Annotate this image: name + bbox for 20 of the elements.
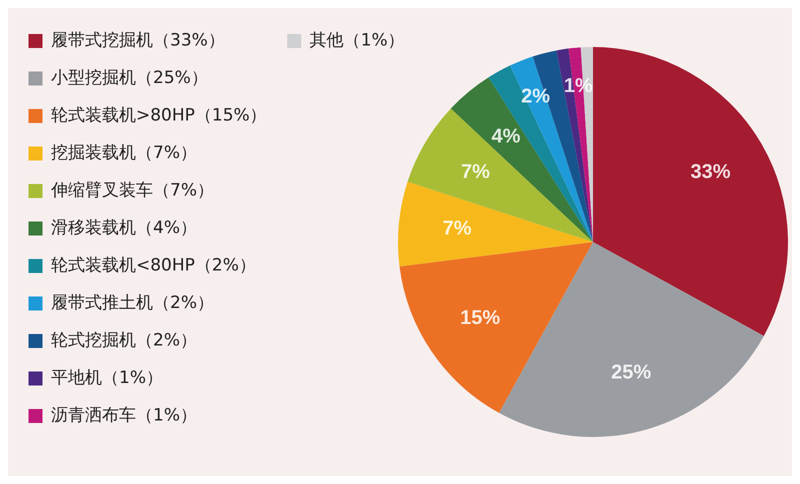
data-label: 7% xyxy=(442,218,472,240)
data-label: 4% xyxy=(492,125,521,148)
legend-label: 滑移装载机（4%） xyxy=(51,218,197,238)
legend-label: 沥青洒布车（1%） xyxy=(51,405,197,426)
data-label: 15% xyxy=(460,307,500,330)
data-label: 25% xyxy=(611,362,652,384)
legend-label: 伸缩臂叉装车（7%） xyxy=(50,180,214,200)
legend-label: 挖掘装载机（7%） xyxy=(51,142,197,163)
legend-label: 履带式推土机（2%） xyxy=(51,292,214,313)
legend-label: 平地机（1%） xyxy=(51,368,163,388)
data-label: 7% xyxy=(461,161,490,184)
legend-label: 履带式挖掘机（33%） xyxy=(51,30,225,50)
data-label: 1% xyxy=(564,75,593,98)
legend-label: 轮式装载机<80HP（2%） xyxy=(51,255,256,276)
legend-label: 轮式装载机>80HP（15%） xyxy=(51,105,267,126)
data-label: 33% xyxy=(690,161,731,184)
legend-label: 其他（1%） xyxy=(310,30,405,50)
legend-label: 小型挖掘机（25%） xyxy=(51,68,208,88)
data-label: 2% xyxy=(521,85,550,108)
legend-label: 轮式挖掘机（2%） xyxy=(51,330,197,350)
